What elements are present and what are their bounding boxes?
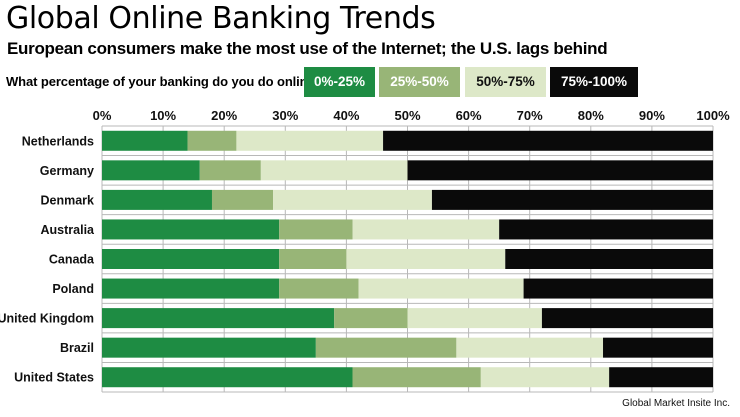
bar-segment bbox=[279, 219, 353, 240]
bar-segment bbox=[358, 278, 524, 299]
category-label: Australia bbox=[41, 223, 96, 237]
bar-segment bbox=[187, 130, 237, 151]
bar-segment bbox=[102, 130, 188, 151]
x-tick-label: 80% bbox=[578, 108, 604, 123]
bar-segment bbox=[352, 367, 481, 388]
legend-item-0-25: 0%-25% bbox=[304, 67, 375, 97]
bar-segment bbox=[609, 367, 713, 388]
bar-segment bbox=[456, 337, 604, 358]
bar-segment bbox=[480, 367, 610, 388]
bar-segment bbox=[334, 308, 408, 329]
bar-segment bbox=[499, 219, 713, 240]
x-tick-label: 30% bbox=[272, 108, 298, 123]
chart-title: Global Online Banking Trends bbox=[6, 1, 436, 36]
chart-subtitle: European consumers make the most use of … bbox=[7, 39, 608, 58]
bar-segment bbox=[346, 249, 506, 269]
bar-segment bbox=[383, 130, 713, 151]
bar-segment bbox=[102, 219, 280, 240]
bar-segment bbox=[603, 337, 713, 358]
source-credit: Global Market Insite Inc. bbox=[622, 398, 730, 409]
x-tick-label: 100% bbox=[696, 108, 730, 123]
bar-segment bbox=[273, 189, 432, 210]
bar-segment bbox=[505, 249, 713, 269]
x-tick-label: 0% bbox=[93, 108, 112, 123]
x-tick-label: 50% bbox=[394, 108, 420, 123]
bar-segment bbox=[211, 189, 274, 210]
category-label: Netherlands bbox=[22, 134, 94, 148]
legend-question: What percentage of your banking do you d… bbox=[6, 74, 323, 89]
x-tick-label: 40% bbox=[333, 108, 359, 123]
bar-segment bbox=[279, 249, 347, 269]
bar-segment bbox=[102, 160, 200, 181]
bar-segment bbox=[102, 308, 335, 329]
bar-segment bbox=[541, 308, 713, 329]
bar-segment bbox=[352, 219, 500, 240]
bar-segment bbox=[260, 160, 408, 181]
bar-segment bbox=[102, 367, 353, 388]
category-label: United Kingdom bbox=[0, 312, 94, 326]
bar-segment bbox=[102, 278, 280, 299]
bar-segment bbox=[523, 278, 713, 299]
bar-segment bbox=[407, 160, 713, 181]
x-tick-label: 60% bbox=[456, 108, 482, 123]
bar-segment bbox=[102, 249, 280, 269]
bar-segment bbox=[407, 308, 542, 329]
legend-item-75-100: 75%-100% bbox=[550, 67, 638, 97]
x-tick-label: 10% bbox=[150, 108, 176, 123]
legend-item-50-75: 50%-75% bbox=[465, 67, 546, 97]
x-tick-label: 20% bbox=[211, 108, 237, 123]
x-tick-label: 90% bbox=[639, 108, 665, 123]
bar-segment bbox=[102, 337, 316, 358]
bar-segment bbox=[315, 337, 457, 358]
category-label: Canada bbox=[49, 253, 95, 267]
bar-segment bbox=[102, 189, 212, 210]
category-label: Germany bbox=[40, 164, 94, 178]
x-tick-label: 70% bbox=[517, 108, 543, 123]
legend-item-25-50: 25%-50% bbox=[379, 67, 460, 97]
bar-segment bbox=[236, 130, 384, 151]
category-label: Denmark bbox=[41, 193, 95, 207]
category-label: Poland bbox=[52, 282, 94, 296]
bar-segment bbox=[431, 189, 713, 210]
category-label: Brazil bbox=[60, 341, 94, 355]
category-label: United States bbox=[14, 371, 94, 385]
bar-segment bbox=[279, 278, 359, 299]
bar-segment bbox=[199, 160, 261, 181]
